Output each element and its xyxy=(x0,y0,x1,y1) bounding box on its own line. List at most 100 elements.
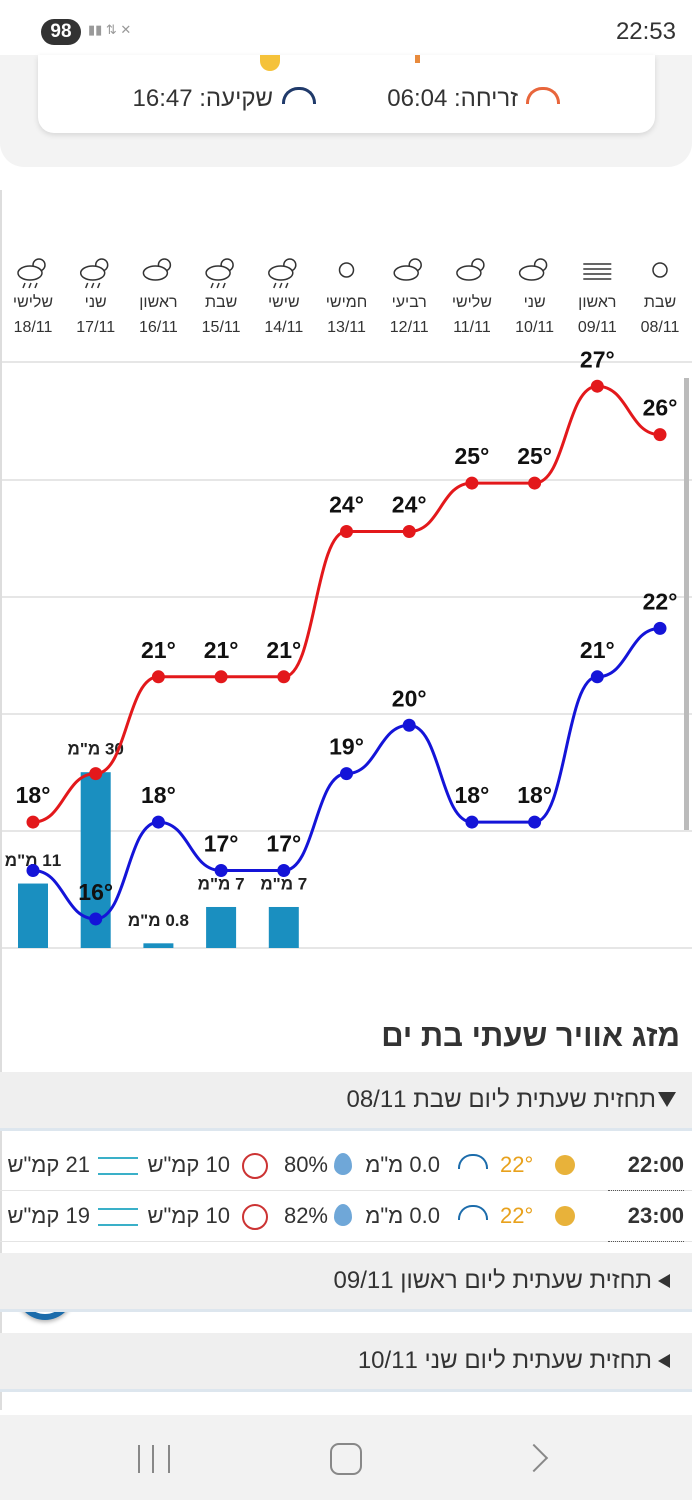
nav-bar xyxy=(0,1415,692,1500)
weather-icon xyxy=(91,282,95,289)
status-bar: 98 ▮▮ ⇅ ✕ 22:53 xyxy=(0,0,692,55)
temp-point xyxy=(214,670,228,684)
time: 23:00 xyxy=(608,1191,684,1242)
sun-card: זריחה: 06:04 שקיעה: 16:47 xyxy=(38,55,655,133)
temp-point xyxy=(340,767,353,781)
day-label: שני xyxy=(85,294,107,311)
weather-icon xyxy=(222,282,226,289)
date-label: 18/11 xyxy=(14,319,53,336)
weather-icon xyxy=(285,282,289,289)
temp-point xyxy=(528,815,542,829)
recents-button[interactable] xyxy=(138,1445,170,1473)
rain-bar xyxy=(143,943,174,948)
temp-point xyxy=(340,525,353,539)
humidity: 82% xyxy=(283,1203,328,1228)
temp-point xyxy=(653,621,667,635)
forecast-chart: שבת 08/11 ראשון 09/11 שני 10/11 שלישי 11/11 רביע… xyxy=(0,258,692,949)
day-header-text: תחזית שעתית ליום ראשון 09/11 xyxy=(333,1267,652,1294)
drop-icon xyxy=(334,1204,352,1226)
temp-label: 22° xyxy=(643,588,678,614)
day-header[interactable]: תחזית שעתית ליום ראשון 09/11 xyxy=(0,1253,692,1312)
day-header[interactable]: תחזית שעתית ליום שני 10/11 xyxy=(0,1333,692,1392)
weather-icon xyxy=(205,265,231,281)
battery: 98 xyxy=(41,19,81,45)
temp-point xyxy=(26,815,40,829)
hourly-row: 23:00 22° 0.0 מ"מ 82% 10 קמ"ש 19 קמ"ש xyxy=(0,1191,692,1242)
rain-label: 30 מ"מ xyxy=(67,740,123,759)
day-label: שבת xyxy=(205,294,237,311)
temp: 22° xyxy=(500,1152,534,1177)
grid xyxy=(0,361,692,949)
temp: 22° xyxy=(500,1203,534,1228)
weather-icon xyxy=(652,262,668,278)
weather-icon xyxy=(79,265,106,281)
temp-point xyxy=(89,912,103,926)
date-label: 16/11 xyxy=(139,319,178,336)
temp-label: 21° xyxy=(141,637,176,663)
day-label: שלישי xyxy=(452,293,492,311)
wind: 10 קמ"ש xyxy=(147,1152,230,1177)
temp-label: 25° xyxy=(455,443,490,469)
temp-label: 18° xyxy=(141,782,176,808)
temp-label: 27° xyxy=(580,346,615,372)
day-label: ראשון xyxy=(578,294,616,311)
temp-label: 20° xyxy=(392,685,427,711)
drop-icon xyxy=(334,1153,352,1175)
weather-icon xyxy=(28,282,32,289)
day-header-text: תחזית שעתית ליום שני 10/11 xyxy=(357,1347,652,1374)
temp-point xyxy=(465,815,479,829)
weather-icon xyxy=(393,265,419,281)
hourly-row: 22:00 22° 0.0 מ"מ 80% 10 קמ"ש 21 קמ"ש xyxy=(0,1140,692,1191)
temp-label: 21° xyxy=(204,637,239,663)
date-label: 13/11 xyxy=(327,319,366,336)
hourly-title: מזג אוויר שעתי בת ים xyxy=(381,1018,680,1053)
temp-point xyxy=(528,476,542,490)
temp-point xyxy=(277,670,291,684)
signal-icons: ▮▮ ⇅ ✕ xyxy=(88,22,132,37)
wind-dir-icon xyxy=(242,1153,268,1179)
temp-label: 17° xyxy=(204,831,239,857)
clock: 22:53 xyxy=(615,18,676,45)
temp-label: 17° xyxy=(266,831,301,857)
weather-icon xyxy=(34,282,38,289)
temp-label: 19° xyxy=(329,734,364,760)
sun-icon xyxy=(555,1155,575,1175)
sunset-icon xyxy=(282,87,316,104)
day-label: שבת xyxy=(644,294,676,311)
weather-icon xyxy=(17,265,43,281)
temp-label: 16° xyxy=(78,879,113,905)
temp-label: 18° xyxy=(455,782,490,808)
rain-bar xyxy=(268,906,299,948)
temp-point xyxy=(465,476,479,490)
day-header[interactable]: תחזית שעתית ליום שבת 08/11 xyxy=(0,1072,692,1131)
temp-point xyxy=(277,864,291,878)
back-button[interactable] xyxy=(519,1443,549,1473)
umbrella-icon xyxy=(458,1154,488,1169)
day-label: חמישי xyxy=(326,294,368,311)
sun-icon xyxy=(415,55,420,63)
gust: 19 קמ"ש xyxy=(7,1203,90,1228)
rain-label: 7 מ"מ xyxy=(260,874,307,893)
temp-label: 24° xyxy=(392,492,427,518)
umbrella-icon xyxy=(458,1205,488,1220)
day-label: שני xyxy=(524,294,546,311)
rain-label: 7 מ"מ xyxy=(198,874,245,893)
temp-point xyxy=(214,864,228,878)
temp-point xyxy=(151,670,165,684)
sun-icon xyxy=(555,1206,575,1226)
date-label: 09/11 xyxy=(578,319,617,336)
wind: 10 קמ"ש xyxy=(147,1203,230,1228)
sun-icon xyxy=(260,55,280,71)
wind-icon xyxy=(98,1157,138,1175)
temp-point xyxy=(26,864,40,878)
date-label: 12/11 xyxy=(390,319,429,336)
temp-point xyxy=(590,379,604,393)
weather-icon xyxy=(85,282,89,289)
weather-icon xyxy=(273,282,277,289)
temp-label: 18° xyxy=(16,782,51,808)
rain-bar xyxy=(206,906,237,948)
rain-label: 0.8 מ"מ xyxy=(128,911,189,930)
temp-point xyxy=(653,428,667,442)
home-button[interactable] xyxy=(330,1443,362,1475)
